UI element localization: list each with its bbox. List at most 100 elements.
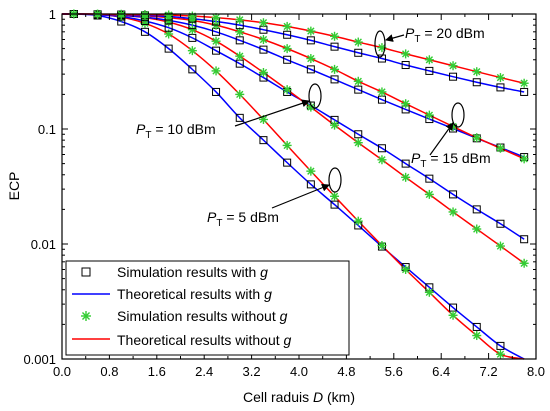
marker-star bbox=[472, 224, 482, 234]
marker-square bbox=[306, 180, 315, 189]
marker-star bbox=[353, 76, 363, 86]
star-stroke bbox=[425, 288, 434, 297]
star-stroke bbox=[520, 79, 528, 87]
marker-star bbox=[495, 241, 505, 251]
marker-star bbox=[282, 21, 292, 31]
annotation-5dbm-text: = 5 dBm bbox=[222, 209, 278, 225]
star-stroke bbox=[259, 115, 268, 124]
annotation-5dbm-sub: T bbox=[216, 218, 222, 229]
marker-square bbox=[188, 65, 197, 74]
annotation-10dbm: PT = 10 dBm bbox=[136, 121, 216, 141]
x-axis-title-prefix: Cell raduis bbox=[243, 389, 313, 405]
star-stroke bbox=[354, 217, 362, 225]
legend-star-shape bbox=[81, 311, 91, 321]
star-stroke bbox=[283, 141, 291, 150]
star-stroke bbox=[164, 11, 173, 19]
marker-star bbox=[424, 55, 434, 65]
star-stroke bbox=[236, 52, 244, 60]
marker-star bbox=[187, 25, 197, 35]
annotation-20dbm: PT = 20 dBm bbox=[405, 25, 485, 45]
marker-star bbox=[401, 172, 411, 182]
marker-star bbox=[258, 35, 268, 45]
marker-star bbox=[330, 64, 340, 74]
star-stroke bbox=[81, 311, 91, 321]
legend-entry-sim-with-g: Simulation results with g bbox=[81, 264, 268, 280]
y-axis-title: ECP bbox=[6, 172, 22, 201]
annotation-20dbm-text: = 20 dBm bbox=[420, 25, 484, 41]
star-stroke bbox=[425, 190, 434, 199]
annotation-20dbm-p: P bbox=[405, 25, 415, 41]
marker-square bbox=[306, 65, 315, 74]
annotations: PT = 20 dBm PT = 10 dBm PT = 15 dBm PT =… bbox=[136, 25, 491, 229]
legend-entry-theory-without-g: Theoretical results without g bbox=[72, 332, 292, 348]
star-stroke bbox=[236, 28, 244, 36]
star-stroke bbox=[473, 68, 481, 76]
marker-star bbox=[235, 51, 245, 61]
star-stroke bbox=[164, 30, 173, 38]
star-stroke bbox=[188, 46, 197, 55]
x-tick-label: 4.0 bbox=[290, 364, 308, 379]
marker-star bbox=[235, 15, 245, 25]
marker-square bbox=[283, 158, 292, 167]
y-tick-label: 0.1 bbox=[38, 122, 56, 137]
legend-label-theory-without-g: Theoretical results without g bbox=[117, 332, 292, 348]
arrow-20dbm bbox=[385, 34, 405, 42]
marker-star bbox=[353, 216, 363, 226]
star-stroke bbox=[473, 331, 481, 340]
marker-star bbox=[401, 99, 411, 109]
arrow-15dbm bbox=[429, 122, 454, 156]
ellipse-5dbm bbox=[328, 167, 342, 193]
marker-square bbox=[259, 136, 268, 145]
ellipse-15dbm bbox=[451, 102, 465, 128]
star-stroke bbox=[283, 22, 291, 31]
star-stroke bbox=[473, 225, 481, 233]
star-stroke bbox=[496, 350, 505, 358]
marker-square bbox=[188, 33, 197, 42]
arrow-10dbm bbox=[234, 99, 310, 127]
marker-square bbox=[330, 42, 339, 51]
marker-star bbox=[353, 138, 363, 148]
legend-box bbox=[65, 260, 350, 356]
star-stroke bbox=[330, 192, 339, 200]
marker-square bbox=[472, 78, 481, 87]
marker-star bbox=[353, 37, 363, 47]
ellipse-20dbm bbox=[374, 30, 386, 58]
marker-star bbox=[330, 120, 340, 130]
marker-star bbox=[258, 67, 268, 77]
marker-star bbox=[377, 87, 387, 97]
marker-star bbox=[448, 207, 458, 217]
marker-star bbox=[519, 154, 529, 164]
marker-star bbox=[424, 287, 434, 297]
marker-star bbox=[377, 241, 387, 251]
annotation-15dbm: PT = 15 dBm bbox=[411, 150, 491, 170]
star-stroke bbox=[283, 85, 291, 94]
marker-star bbox=[187, 46, 197, 56]
star-stroke bbox=[330, 32, 339, 40]
annotation-5dbm: PT = 5 dBm bbox=[207, 209, 279, 229]
x-tick-label: 4.8 bbox=[337, 364, 355, 379]
x-tick-label: 3.2 bbox=[243, 364, 261, 379]
star-stroke bbox=[330, 65, 339, 74]
marker-star bbox=[282, 85, 292, 95]
marker-star bbox=[495, 349, 505, 359]
marker-square bbox=[401, 159, 410, 168]
star-stroke bbox=[496, 242, 505, 250]
legend-label-sim-with-g-var: g bbox=[260, 264, 268, 280]
legend-label-sim-without-g: Simulation results without g bbox=[117, 308, 288, 324]
marker-star bbox=[377, 155, 387, 165]
marker-square bbox=[472, 322, 481, 331]
annotation-5dbm-p: P bbox=[207, 209, 217, 225]
marker-square bbox=[401, 61, 410, 70]
annotation-15dbm-sub: T bbox=[420, 159, 426, 170]
legend-label-theory-with-g-var: g bbox=[264, 286, 272, 302]
star-stroke bbox=[307, 167, 315, 175]
star-stroke bbox=[259, 35, 268, 44]
star-stroke bbox=[354, 38, 362, 46]
marker-star bbox=[424, 110, 434, 120]
x-tick-label: 5.6 bbox=[385, 364, 403, 379]
star-stroke bbox=[496, 144, 505, 152]
marker-square bbox=[354, 130, 363, 139]
star-stroke bbox=[378, 241, 386, 250]
marker-star bbox=[472, 67, 482, 77]
star-stroke bbox=[307, 103, 315, 111]
